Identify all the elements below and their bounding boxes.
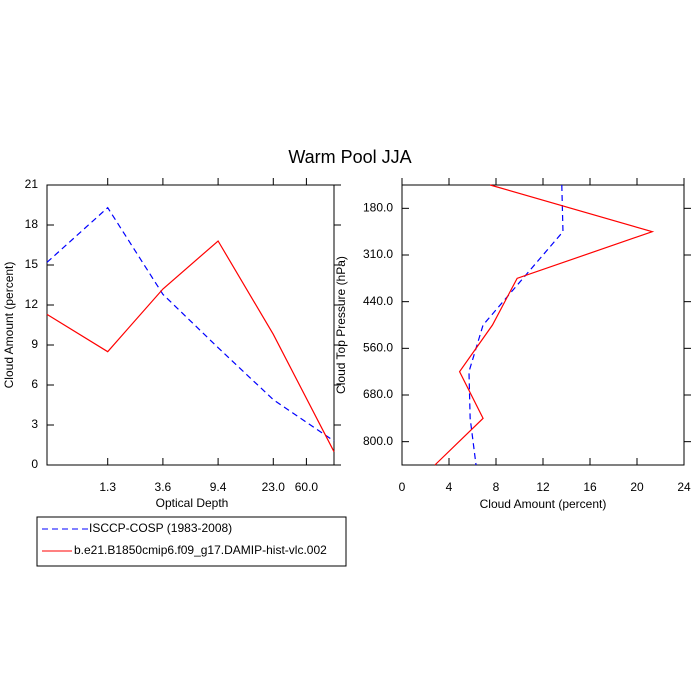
x-tick-label: 24 [677, 480, 691, 494]
x-tick-label: 20 [630, 480, 644, 494]
y-tick-label: 680.0 [363, 387, 393, 401]
x-tick-label: 12 [536, 480, 550, 494]
legend-label: ISCCP-COSP (1983-2008) [89, 521, 232, 535]
y-tick-label: 12 [25, 297, 39, 311]
chart-title: Warm Pool JJA [288, 147, 411, 167]
x-tick-label: 8 [493, 480, 500, 494]
y-axis-label: Cloud Top Pressure (hPa) [334, 256, 348, 394]
y-tick-label: 15 [25, 257, 39, 271]
y-tick-label: 310.0 [363, 247, 393, 261]
y-tick-label: 800.0 [363, 434, 393, 448]
x-tick-label: 9.4 [210, 480, 227, 494]
x-tick-label: 4 [446, 480, 453, 494]
y-tick-label: 560.0 [363, 341, 393, 355]
series-line [434, 184, 655, 466]
x-axis-label: Optical Depth [156, 496, 229, 510]
y-tick-label: 9 [31, 337, 38, 351]
series-line [46, 206, 335, 442]
x-axis-label: Cloud Amount (percent) [480, 497, 607, 511]
x-tick-label: 16 [583, 480, 597, 494]
legend-label: b.e21.B1850cmip6.f09_g17.DAMIP-hist-vlc.… [74, 543, 327, 557]
x-tick-label: 60.0 [295, 480, 319, 494]
x-tick-label: 0 [399, 480, 406, 494]
y-tick-label: 6 [31, 377, 38, 391]
y-axis-label: Cloud Amount (percent) [2, 262, 16, 389]
y-tick-label: 3 [31, 417, 38, 431]
x-tick-label: 1.3 [99, 480, 116, 494]
x-tick-label: 23.0 [262, 480, 286, 494]
y-tick-label: 180.0 [363, 201, 393, 215]
y-tick-label: 21 [25, 177, 39, 191]
y-tick-label: 440.0 [363, 294, 393, 308]
legend-box [36, 516, 347, 567]
plot-frame [46, 184, 335, 466]
y-tick-label: 18 [25, 217, 39, 231]
x-tick-label: 3.6 [155, 480, 172, 494]
series-line [46, 240, 335, 452]
series-line [468, 184, 564, 466]
legend: ISCCP-COSP (1983-2008) b.e21.B1850cmip6.… [36, 516, 347, 567]
y-tick-label: 0 [31, 457, 38, 471]
